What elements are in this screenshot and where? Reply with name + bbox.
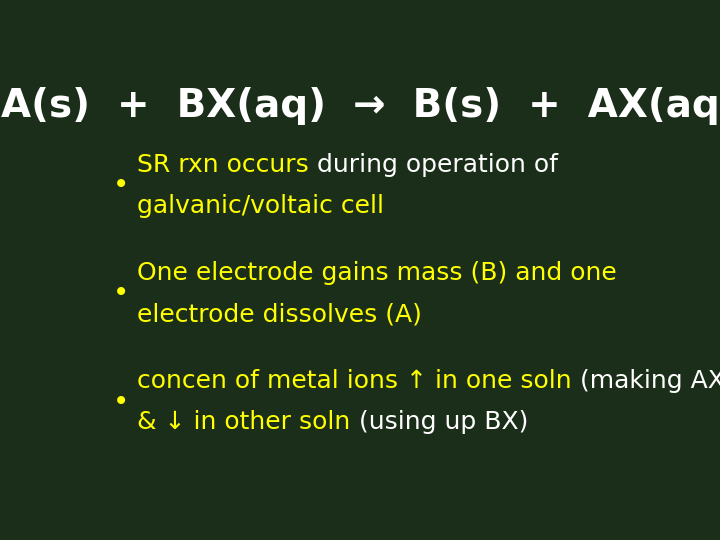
- Text: (using up BX): (using up BX): [359, 410, 528, 434]
- Text: (making AX): (making AX): [580, 369, 720, 393]
- Text: concen of metal ions ↑ in one soln: concen of metal ions ↑ in one soln: [138, 369, 580, 393]
- Text: A(s)  +  BX(aq)  →  B(s)  +  AX(aq): A(s) + BX(aq) → B(s) + AX(aq): [1, 87, 720, 125]
- Text: •: •: [112, 280, 129, 307]
- Text: galvanic/voltaic cell: galvanic/voltaic cell: [138, 194, 384, 218]
- Text: during operation of: during operation of: [309, 153, 558, 177]
- Text: & ↓ in other soln: & ↓ in other soln: [138, 410, 359, 434]
- Text: One electrode gains mass (B) and one: One electrode gains mass (B) and one: [138, 261, 617, 285]
- Text: electrode dissolves (A): electrode dissolves (A): [138, 302, 423, 326]
- Text: •: •: [112, 388, 129, 416]
- Text: •: •: [112, 171, 129, 199]
- Text: SR rxn occurs: SR rxn occurs: [138, 153, 309, 177]
